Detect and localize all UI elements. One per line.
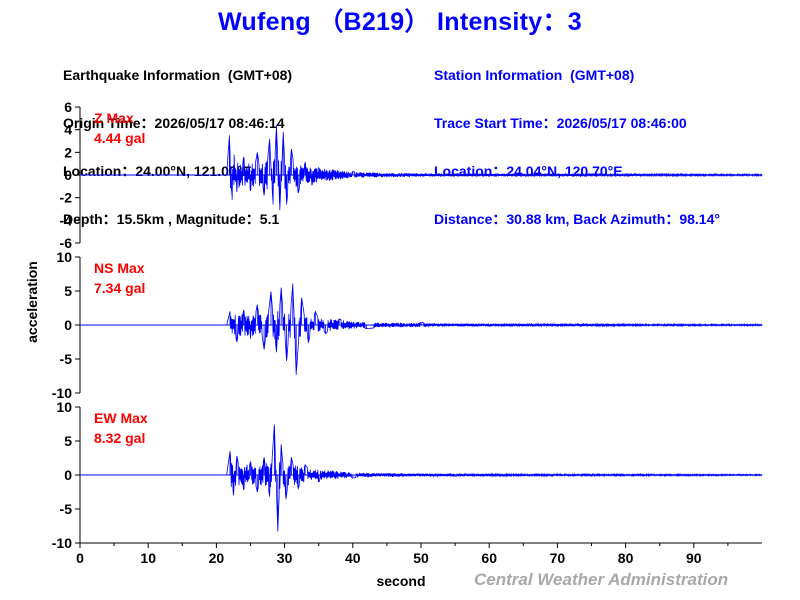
trace-ns [80,283,763,375]
y-tick-label: 6 [64,99,72,115]
x-tick-label: 80 [618,550,634,566]
y-tick-label: 0 [64,167,72,183]
origin-time: Origin Time：2026/05/17 08:46:14 [63,115,285,131]
y-tick-label: -4 [60,212,73,228]
max-label-ns: NS Max [94,260,145,276]
x-tick-label: 60 [481,550,497,566]
max-value-ew: 8.32 gal [94,430,145,446]
trace-ew [80,424,763,532]
page-title: Wufeng （B219） Intensity：3 [217,8,583,36]
station-info-heading: Station Information (GMT+08) [434,67,635,83]
y-tick-label: -6 [60,235,73,251]
x-tick-label: 20 [209,550,225,566]
y-tick-label: -5 [60,501,73,517]
y-tick-label: 5 [64,283,72,299]
y-tick-label: 10 [56,399,72,415]
max-value-z: 4.44 gal [94,130,145,146]
trace-start-time: Trace Start Time：2026/05/17 08:46:00 [434,115,687,131]
x-tick-label: 40 [345,550,361,566]
x-tick-label: 50 [413,550,429,566]
y-tick-label: -10 [52,385,72,401]
max-label-ew: EW Max [94,410,148,426]
y-tick-label: 0 [64,317,72,333]
x-tick-label: 70 [550,550,566,566]
y-tick-label: 0 [64,467,72,483]
max-value-ns: 7.34 gal [94,280,145,296]
y-tick-label: 2 [64,144,72,160]
x-tick-label: 0 [76,550,84,566]
y-tick-label: 5 [64,433,72,449]
station-distance: Distance：30.88 km, Back Azimuth：98.14° [434,211,720,227]
x-tick-label: 30 [277,550,293,566]
credit-text: Central Weather Administration [474,570,729,589]
x-tick-label: 10 [140,550,156,566]
depth-magnitude: Depth：15.5km , Magnitude：5.1 [63,211,280,227]
y-tick-label: -5 [60,351,73,367]
y-tick-label: 4 [64,122,72,138]
earthquake-info: Earthquake Information (GMT+08) Origin T… [63,35,292,243]
x-axis-title: second [376,573,425,589]
y-axis-title: acceleration [24,261,40,343]
y-tick-label: -2 [60,190,73,206]
x-tick-label: 90 [686,550,702,566]
y-tick-label: 10 [56,249,72,265]
max-label-z: Z Max [94,110,134,126]
earthquake-info-heading: Earthquake Information (GMT+08) [63,67,293,83]
trace-z [80,124,763,211]
y-tick-label: -10 [52,535,72,551]
